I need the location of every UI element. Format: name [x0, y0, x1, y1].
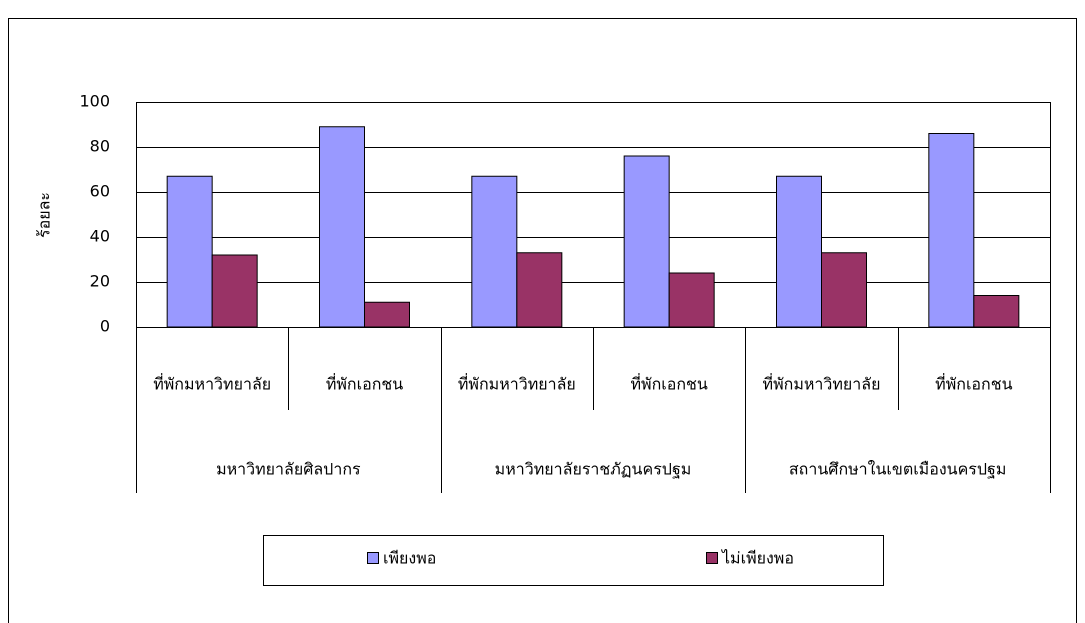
bar: [928, 133, 975, 328]
y-tick-label: 40: [90, 227, 110, 246]
x-tick-label: ที่พักเอกชน: [935, 373, 1012, 394]
bar: [776, 175, 822, 328]
y-tick-label: 80: [90, 137, 110, 156]
x-group-label: มหาวิทยาลัยราชภัฏนครปฐม: [495, 460, 692, 479]
legend-label: เพียงพอ: [383, 549, 436, 568]
bar: [166, 175, 213, 328]
bar: [821, 252, 867, 328]
legend-swatch: [367, 552, 379, 564]
bar: [973, 295, 1020, 328]
y-tick-label: 0: [100, 317, 110, 336]
bar: [319, 126, 365, 328]
legend-box: [263, 535, 884, 586]
x-tick-label: ที่พักมหาวิทยาลัย: [458, 373, 576, 394]
bar: [471, 175, 518, 328]
bar: [668, 272, 715, 328]
x-tick-label: ที่พักมหาวิทยาลัย: [763, 373, 881, 394]
legend-label: ไม่เพียงพอ: [720, 549, 794, 568]
x-group-label: สถานศึกษาในเขตเมืองนครปฐม: [789, 460, 1007, 479]
legend-swatch: [706, 552, 718, 564]
bar: [623, 155, 670, 328]
y-axis-label: ร้อยละ: [35, 192, 54, 238]
bar: [364, 301, 410, 328]
x-tick-label: ที่พักเอกชน: [326, 373, 403, 394]
chart-frame: [8, 18, 1077, 623]
y-tick-label: 20: [90, 272, 110, 291]
bar: [516, 252, 563, 328]
x-tick-label: ที่พักมหาวิทยาลัย: [153, 373, 271, 394]
y-tick-label: 60: [90, 182, 110, 201]
y-tick-label: 100: [79, 92, 110, 111]
x-tick-label: ที่พักเอกชน: [630, 373, 707, 394]
bar: [211, 254, 258, 328]
x-group-label: มหาวิทยาลัยศิลปากร: [216, 460, 361, 479]
